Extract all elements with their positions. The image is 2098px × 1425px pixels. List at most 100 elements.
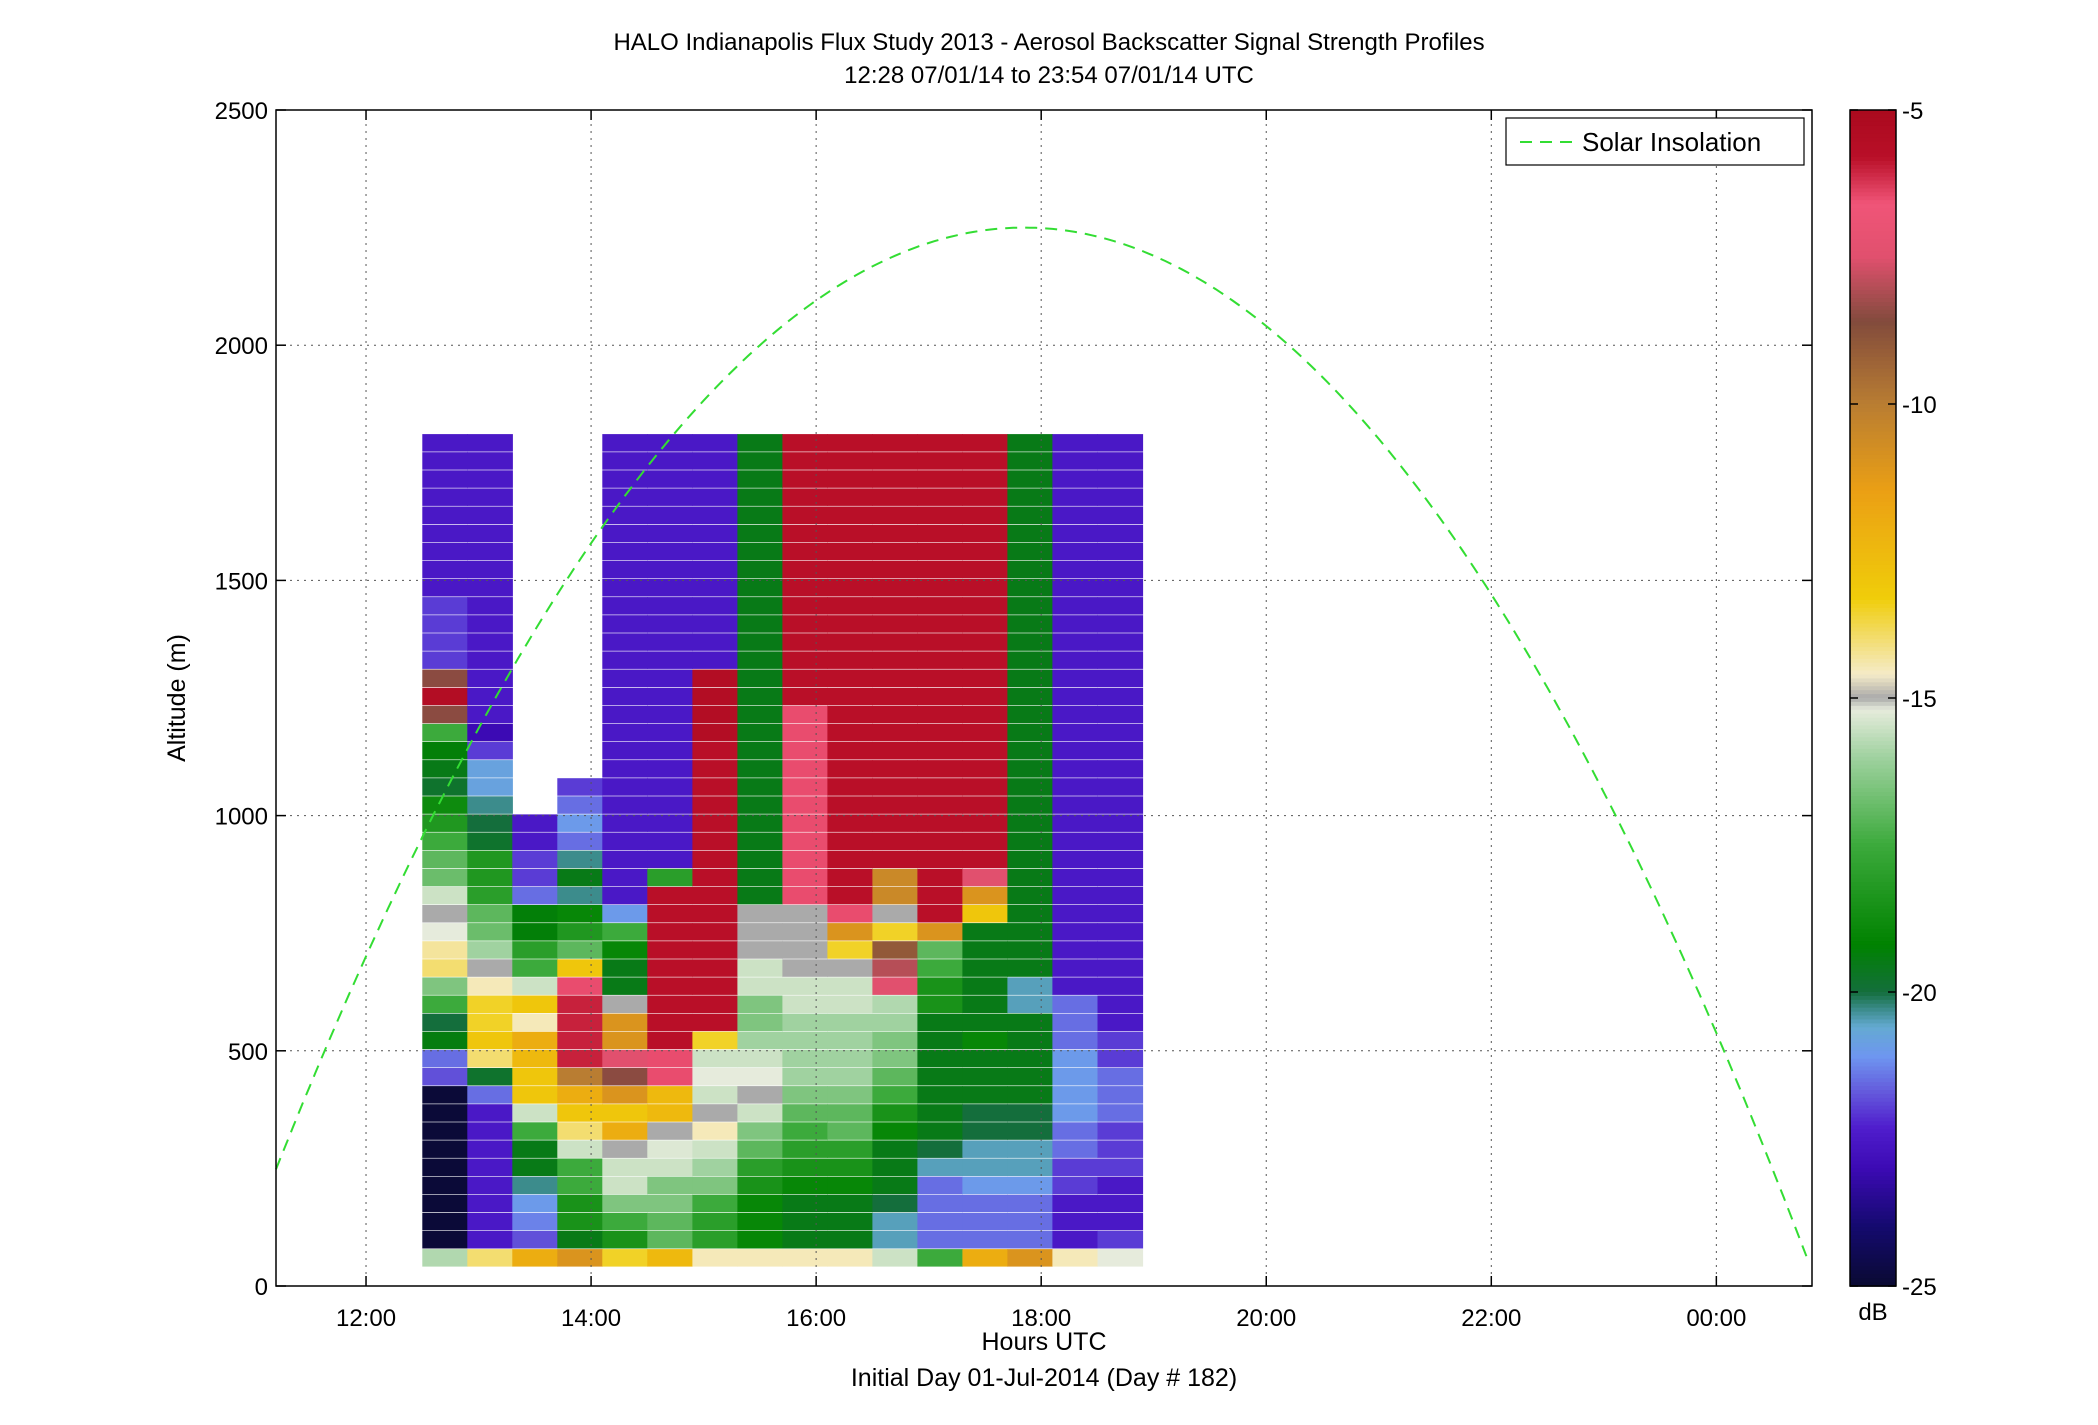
colorbar-strip xyxy=(1850,968,1896,974)
colorbar-strip xyxy=(1850,631,1896,637)
colorbar-strip xyxy=(1850,662,1896,668)
heatmap-cell xyxy=(962,597,1008,615)
colorbar-strip xyxy=(1850,1035,1896,1040)
colorbar-strip xyxy=(1850,215,1896,221)
heatmap-cell xyxy=(1052,905,1098,923)
heatmap-cell xyxy=(1097,941,1144,959)
heatmap-cell xyxy=(602,1122,648,1140)
heatmap-cell xyxy=(512,1249,558,1267)
colorbar-strip xyxy=(1850,745,1896,750)
colorbar-strip xyxy=(1850,1172,1896,1178)
heatmap-cell xyxy=(647,1212,693,1231)
colorbar-strip xyxy=(1850,227,1896,233)
heatmap-cell xyxy=(512,1049,558,1068)
colorbar-strip xyxy=(1850,890,1896,895)
colorbar-strip xyxy=(1850,901,1896,907)
colorbar-strip xyxy=(1850,721,1896,727)
legend: Solar Insolation xyxy=(1505,117,1805,166)
heatmap-cell xyxy=(737,1176,783,1195)
heatmap-cell xyxy=(467,778,513,796)
heatmap-cell xyxy=(1097,488,1144,506)
heatmap-cell xyxy=(557,959,603,977)
colorbar-strip xyxy=(1850,1093,1896,1099)
colorbar-strip xyxy=(1850,772,1896,778)
colorbar-strip xyxy=(1850,176,1896,182)
heatmap-cell xyxy=(422,1140,468,1158)
heatmap-cell xyxy=(1097,760,1144,778)
colorbar-strip xyxy=(1850,1050,1896,1056)
heatmap-cell xyxy=(872,1176,918,1195)
heatmap-cell xyxy=(917,905,963,923)
heatmap-cell xyxy=(872,633,918,651)
heatmap-cell xyxy=(737,760,783,778)
heatmap-cell xyxy=(422,579,468,597)
heatmap-cell xyxy=(602,1104,648,1122)
heatmap-cell xyxy=(872,923,918,941)
colorbar-strip xyxy=(1850,235,1896,241)
colorbar-strip xyxy=(1850,474,1896,480)
colorbar-strip xyxy=(1850,1258,1896,1264)
heatmap-cell xyxy=(512,814,558,832)
heatmap-cell xyxy=(647,760,693,778)
heatmap-cell xyxy=(422,1194,468,1213)
heatmap-cell xyxy=(872,760,918,778)
heatmap-cell xyxy=(1052,579,1098,597)
heatmap-cell xyxy=(782,615,828,633)
heatmap-cell xyxy=(962,742,1008,760)
colorbar-strip xyxy=(1850,231,1896,237)
heatmap-cell xyxy=(647,669,693,687)
heatmap-cell xyxy=(872,1068,918,1086)
heatmap-cell xyxy=(872,941,918,959)
heatmap-cell xyxy=(602,905,648,923)
heatmap-cell xyxy=(737,1104,783,1122)
colorbar-strip xyxy=(1850,623,1896,629)
colorbar-strip xyxy=(1850,917,1896,923)
colorbar-strip xyxy=(1850,1246,1896,1252)
heatmap-cell xyxy=(1007,633,1053,651)
colorbar-strip xyxy=(1850,1023,1896,1029)
heatmap-cell xyxy=(467,1068,513,1086)
colorbar-strip xyxy=(1850,466,1896,472)
heatmap-cell xyxy=(872,832,918,850)
colorbar-strip xyxy=(1850,423,1896,429)
heatmap-cell xyxy=(512,1194,558,1213)
heatmap-cell xyxy=(467,687,513,706)
colorbar-strip xyxy=(1850,1097,1896,1103)
heatmap-cell xyxy=(827,1049,873,1068)
colorbar-strip xyxy=(1850,1090,1896,1095)
heatmap-cell xyxy=(1097,1212,1144,1231)
heatmap-cell xyxy=(647,941,693,959)
heatmap-cell xyxy=(602,814,648,832)
colorbar-strip xyxy=(1850,286,1896,292)
heatmap-cell xyxy=(872,778,918,796)
heatmap-cell xyxy=(1007,778,1053,796)
heatmap-cell xyxy=(1007,760,1053,778)
heatmap-cell xyxy=(1052,1013,1098,1032)
heatmap-cell xyxy=(827,832,873,850)
colorbar-strip xyxy=(1850,1278,1896,1283)
heatmap-cell xyxy=(827,1068,873,1086)
heatmap-cell xyxy=(467,796,513,814)
heatmap-cell xyxy=(602,941,648,959)
heatmap-cell xyxy=(647,542,693,561)
heatmap-cell xyxy=(422,560,468,579)
heatmap-cell xyxy=(467,524,513,543)
colorbar-strip xyxy=(1850,290,1896,296)
colorbar-strip xyxy=(1850,552,1896,558)
colorbar-strip xyxy=(1850,1254,1896,1260)
heatmap-cell xyxy=(962,506,1008,524)
heatmap-cell xyxy=(647,796,693,814)
heatmap-cell xyxy=(467,633,513,651)
heatmap-cell xyxy=(962,1049,1008,1068)
heatmap-cell xyxy=(917,723,963,742)
heatmap-cell xyxy=(467,850,513,869)
heatmap-cell xyxy=(692,742,738,760)
heatmap-cell xyxy=(692,832,738,850)
colorbar-strip xyxy=(1850,411,1896,417)
colorbar-strip xyxy=(1850,1148,1896,1154)
heatmap-cell xyxy=(917,850,963,869)
colorbar-strip xyxy=(1850,1203,1896,1209)
colorbar-unit-label: dB xyxy=(1858,1299,1887,1326)
heatmap-cell xyxy=(557,1122,603,1140)
heatmap-cell xyxy=(1052,760,1098,778)
